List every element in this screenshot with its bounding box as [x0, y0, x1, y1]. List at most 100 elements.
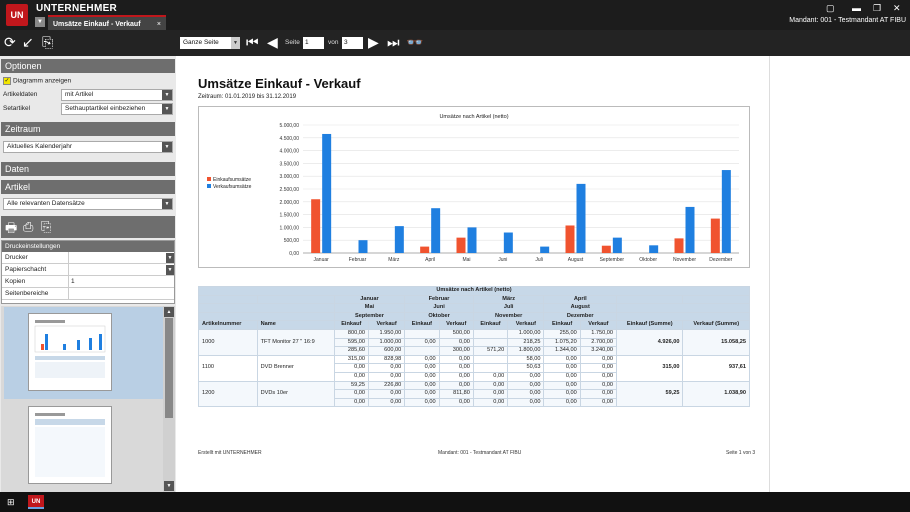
header-verkauf: Verkauf — [367, 320, 406, 330]
windows-start-icon[interactable]: ⊞ — [7, 497, 15, 507]
x-tick-label: März — [388, 257, 400, 263]
diagramm-checkbox-row[interactable]: ✓ Diagramm anzeigen — [3, 77, 71, 85]
zeitraum-value: Aktuelles Kalenderjahr — [7, 143, 73, 150]
cell-value: 218,25 — [507, 337, 545, 348]
header-spacer — [198, 294, 258, 305]
setartikel-label: Setartikel — [3, 105, 31, 112]
seitenbereiche-row[interactable]: Seitenbereiche — [2, 288, 174, 300]
cell-value: 255,00 — [543, 328, 581, 339]
chevron-down-icon[interactable]: ▼ — [166, 265, 174, 275]
report-viewer[interactable]: Umsätze Einkauf - Verkauf Zeitraum: 01.0… — [176, 56, 910, 492]
table-row[interactable]: 1200 DVDs 10er 59,25 226,80 0,00 0,00 0,00 0,00… — [198, 380, 750, 408]
y-tick-label: 500,00 — [284, 238, 300, 244]
menu-button[interactable]: ▼ — [35, 17, 45, 27]
scroll-up-icon[interactable]: ▲ — [164, 307, 174, 317]
section-artikel[interactable]: Artikel — [1, 180, 175, 194]
cell-name: TFT Monitor 27 " 16:9 — [256, 328, 335, 356]
page-label: Seite — [285, 39, 300, 46]
drucker-row[interactable]: Drucker ▼ — [2, 252, 174, 264]
header-einkauf: Einkauf — [333, 320, 369, 330]
chevron-down-icon: ▼ — [231, 37, 240, 49]
papierschacht-row[interactable]: Papierschacht ▼ — [2, 264, 174, 276]
section-zeitraum[interactable]: Zeitraum — [1, 122, 175, 136]
section-optionen[interactable]: Optionen — [1, 59, 175, 73]
month-header: Oktober — [404, 311, 474, 322]
cell-value: 226,80 — [367, 380, 406, 391]
tab-umsaetze[interactable]: Umsätze Einkauf - Verkauf × — [48, 15, 166, 30]
refresh-icon[interactable]: ⟳ — [4, 34, 16, 50]
print-icon[interactable]: 🖶 — [5, 220, 18, 235]
table-row[interactable]: 0,00 0,00 0,00 811,80 0,00 0,00 0,00 0,00 — [199, 389, 750, 399]
drucker-value[interactable] — [68, 252, 166, 264]
bar-verkaufsumsätze — [612, 237, 622, 253]
cell-value: 0,00 — [367, 371, 406, 382]
table-row[interactable]: 595,00 1.000,00 0,00 0,00 218,25 1.075,20 2.70… — [199, 337, 750, 348]
report-page: Umsätze Einkauf - Verkauf Zeitraum: 01.0… — [176, 56, 770, 492]
x-tick-label: Oktober — [639, 257, 657, 263]
artikel-select[interactable]: Alle relevanten Datensätze ▼ — [3, 198, 173, 210]
month-header-row: Mai Juni Juli August — [198, 303, 750, 313]
x-tick-label: September — [600, 257, 625, 263]
x-tick-label: Juni — [498, 257, 507, 263]
cell-value: 1.000,00 — [507, 328, 545, 339]
tab-close-icon[interactable]: × — [156, 21, 161, 28]
notification-icon[interactable]: ▢ — [826, 3, 835, 13]
close-window-icon[interactable]: ✕ — [893, 3, 901, 13]
setartikel-select[interactable]: Sethauptartikel einbeziehen ▼ — [61, 103, 173, 115]
report-title: Umsätze Einkauf - Verkauf — [198, 76, 361, 91]
papierschacht-value[interactable] — [68, 264, 166, 276]
cell-value: 0,00 — [543, 371, 581, 382]
page-input[interactable]: 1 — [303, 37, 324, 49]
month-header: April — [543, 294, 618, 305]
cell-value: 285,60 — [333, 346, 369, 356]
thumbnail-page-1[interactable] — [28, 313, 112, 391]
x-tick-label: Dezember — [709, 257, 732, 263]
chevron-down-icon[interactable]: ▼ — [166, 253, 174, 263]
table-row[interactable]: 0,00 0,00 0,00 0,00 0,00 0,00 0,00 0,00 — [199, 397, 750, 408]
table-row[interactable]: 1100 DVD Brenner 315,00 828,98 0,00 0,00 58,00… — [198, 354, 750, 382]
taskbar-app-icon[interactable]: UN — [28, 495, 44, 509]
cell-value: 0,00 — [579, 363, 618, 373]
cell-value: 0,00 — [333, 389, 369, 399]
print-copy-icon[interactable]: ⎙ — [23, 219, 34, 234]
cell-value: 571,20 — [472, 346, 509, 356]
table-row[interactable]: 1000 TFT Monitor 27 " 16:9 800,00 1.950,00 5… — [198, 328, 750, 356]
table-row[interactable]: 285,60 600,00 300,00 571,20 1.800,00 1.344,00… — [199, 346, 750, 356]
table-row[interactable]: 0,00 0,00 0,00 0,00 0,00 0,00 0,00 0,00 — [199, 371, 750, 382]
cell-einkauf-summe: 315,00 — [616, 354, 684, 382]
cell-value — [404, 346, 440, 356]
next-page-icon[interactable]: ▶ — [368, 34, 379, 50]
print-settings-icon[interactable]: ⎘ — [41, 219, 52, 234]
thumbnail-scrollbar[interactable]: ▲ ▼ — [163, 306, 175, 492]
thumbnail-page-2[interactable] — [28, 406, 112, 484]
chevron-down-icon: ▼ — [162, 104, 172, 114]
first-page-icon[interactable]: ⏮ — [246, 34, 259, 50]
scroll-thumb[interactable] — [165, 318, 173, 418]
section-daten[interactable]: Daten — [1, 162, 175, 176]
y-tick-label: 1.500,00 — [280, 213, 300, 219]
restore-icon[interactable]: ❐ — [873, 3, 882, 13]
kopien-row[interactable]: Kopien 1 — [2, 276, 174, 288]
prev-page-icon[interactable]: ◀ — [267, 34, 278, 50]
last-page-icon[interactable]: ⏭ — [387, 34, 400, 50]
tab-label: Umsätze Einkauf - Verkauf — [53, 21, 141, 28]
search-glasses-icon[interactable]: 👓 — [406, 34, 424, 50]
bar-einkaufsumsätze — [710, 218, 720, 253]
legend-label: Verkaufsumsätze — [213, 184, 252, 190]
kopien-value[interactable]: 1 — [68, 276, 166, 288]
checkbox-checked-icon[interactable]: ✓ — [3, 77, 11, 85]
y-tick-label: 2.500,00 — [280, 187, 300, 193]
header-einkauf: Einkauf — [543, 320, 581, 330]
export-icon[interactable]: ↙ — [22, 34, 34, 50]
chart-title: Umsätze nach Artikel (netto) — [439, 114, 508, 120]
copy-icon[interactable]: ⎘ — [42, 34, 54, 50]
scroll-down-icon[interactable]: ▼ — [164, 481, 174, 491]
minimize-icon[interactable]: ▬ — [852, 3, 861, 13]
seitenbereiche-value[interactable] — [68, 288, 166, 300]
zeitraum-select[interactable]: Aktuelles Kalenderjahr ▼ — [3, 141, 173, 153]
zoom-select[interactable]: Ganze Seite ▼ — [180, 37, 240, 49]
title-bar: UN UNTERNEHMER ▼ Umsätze Einkauf - Verka… — [0, 0, 910, 30]
cell-value: 0,00 — [367, 389, 406, 399]
y-tick-label: 2.000,00 — [280, 200, 300, 206]
artikeldaten-select[interactable]: mit Artikel ▼ — [61, 89, 173, 101]
